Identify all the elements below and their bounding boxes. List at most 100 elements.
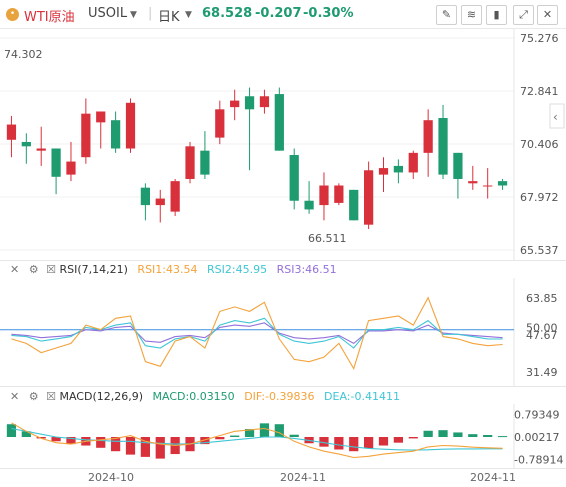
pane-divider xyxy=(0,260,566,261)
macd-chart[interactable]: 0.79349 0.00217 -0.78914 xyxy=(0,404,566,468)
y-tick-label: 65.537 xyxy=(520,244,559,257)
candle[interactable] xyxy=(259,89,270,114)
candle[interactable] xyxy=(334,183,344,206)
rsi3-line xyxy=(11,322,503,345)
y-tick-label: 0.00217 xyxy=(514,431,560,444)
candle[interactable] xyxy=(274,87,284,151)
macd-histogram-bar xyxy=(6,424,17,437)
settings-gear-icon[interactable]: ⚙ xyxy=(28,263,39,276)
hide-eye-icon[interactable]: ✕ xyxy=(10,263,20,276)
candle[interactable] xyxy=(170,178,180,216)
candle[interactable] xyxy=(21,133,31,164)
macd-pane-header: ✕ ⚙ ☒ MACD(12,26,9) MACD:0.03150 DIF:-0.… xyxy=(10,390,400,403)
macd-histogram-bar xyxy=(319,437,329,447)
macd-histogram-bar xyxy=(21,431,31,437)
candle[interactable] xyxy=(393,159,403,184)
candle[interactable] xyxy=(408,150,418,179)
macd-histogram-bar xyxy=(111,437,121,452)
candle[interactable] xyxy=(155,189,165,223)
hide-eye-icon[interactable]: ✕ xyxy=(10,390,20,403)
low-marker-label: 66.511 xyxy=(308,232,347,245)
macd-value: MACD:0.03150 xyxy=(152,390,235,403)
candle[interactable] xyxy=(349,189,359,221)
draw-line-icon[interactable]: ✎ xyxy=(436,5,457,25)
indicator-toggle-icon[interactable]: ☒ xyxy=(46,390,56,403)
dif-value: DIF:-0.39836 xyxy=(244,390,315,403)
macd-histogram-bar xyxy=(438,430,448,437)
interval-dropdown-icon[interactable]: ▼ xyxy=(185,10,192,20)
x-tick-label: 2024-11 xyxy=(280,471,326,484)
candle[interactable] xyxy=(497,178,508,190)
pane-divider xyxy=(0,386,566,387)
svg-text:‹: ‹ xyxy=(553,110,558,124)
macd-histogram-bar xyxy=(393,437,403,443)
chart-type-icon[interactable]: ▮ xyxy=(486,5,507,25)
macd-histogram-bar xyxy=(453,432,463,437)
candle[interactable] xyxy=(125,98,136,153)
candle[interactable] xyxy=(185,141,195,184)
macd-histogram-bar xyxy=(274,424,284,437)
candle[interactable] xyxy=(304,181,314,214)
macd-histogram-bar xyxy=(423,430,433,437)
candle[interactable] xyxy=(423,109,433,177)
rsi1-line xyxy=(11,296,503,370)
y-tick-label: 50.00 xyxy=(526,322,558,335)
last-price: 68.528 xyxy=(202,6,253,21)
candle[interactable] xyxy=(215,100,225,145)
header-divider: | xyxy=(148,6,153,21)
fullscreen-icon[interactable]: ⤢ xyxy=(513,5,534,25)
candle[interactable] xyxy=(438,104,448,179)
candle[interactable] xyxy=(111,111,121,153)
x-axis-line xyxy=(0,468,566,469)
macd-histogram-bar xyxy=(259,423,270,437)
symbol-dropdown-icon[interactable]: ▼ xyxy=(130,10,137,20)
macd-histogram-bar xyxy=(200,437,210,445)
dif-line xyxy=(11,422,503,459)
candle[interactable] xyxy=(378,157,389,193)
macd-histogram-bar xyxy=(378,437,389,446)
candle[interactable] xyxy=(364,161,374,230)
macd-histogram-bar xyxy=(215,437,225,440)
candle[interactable] xyxy=(66,141,76,182)
candle[interactable] xyxy=(6,115,17,158)
candle[interactable] xyxy=(453,152,463,199)
macd-label: MACD(12,26,9) xyxy=(59,390,144,403)
candle[interactable] xyxy=(468,165,478,190)
candle[interactable] xyxy=(140,183,150,221)
candle[interactable] xyxy=(81,98,91,164)
indicator-icon[interactable]: ≋ xyxy=(461,5,482,25)
candle[interactable] xyxy=(483,168,493,199)
y-tick-label: 47.67 xyxy=(526,329,558,342)
symbol-name[interactable]: WTI原油 xyxy=(24,10,75,25)
candlestick-chart[interactable]: 75.276 72.841 70.406 67.972 65.537 74.302 66… xyxy=(0,28,566,260)
candle[interactable] xyxy=(200,131,210,179)
candle[interactable] xyxy=(244,87,255,171)
macd-histogram-bar xyxy=(468,434,478,437)
macd-histogram-bar xyxy=(96,437,106,448)
candle[interactable] xyxy=(96,111,106,149)
dea-value: DEA:-0.41411 xyxy=(324,390,400,403)
rsi2-value: RSI2:45.95 xyxy=(207,263,268,276)
interval-select[interactable]: 日K xyxy=(158,10,180,25)
close-icon[interactable]: ✕ xyxy=(537,5,558,25)
y-tick-label: 0.79349 xyxy=(514,408,560,421)
candle[interactable] xyxy=(230,89,240,121)
y-tick-label: 63.85 xyxy=(526,292,558,305)
macd-histogram-bar xyxy=(230,435,240,437)
settings-gear-icon[interactable]: ⚙ xyxy=(28,390,39,403)
collapse-panel-icon[interactable]: ‹ xyxy=(549,103,565,129)
macd-histogram-bar xyxy=(244,429,255,437)
macd-histogram-bar xyxy=(408,437,418,439)
macd-histogram-bar xyxy=(364,437,374,449)
macd-histogram-bar xyxy=(66,437,76,445)
candle[interactable] xyxy=(36,126,46,166)
candle[interactable] xyxy=(51,148,61,195)
indicator-toggle-icon[interactable]: ☒ xyxy=(46,263,56,276)
macd-histogram-bar xyxy=(125,437,136,455)
candle[interactable] xyxy=(289,148,299,210)
y-tick-label: 75.276 xyxy=(520,32,559,45)
symbol-code[interactable]: USOIL xyxy=(88,6,128,21)
candle[interactable] xyxy=(319,172,329,221)
macd-histogram-bar xyxy=(51,437,61,442)
